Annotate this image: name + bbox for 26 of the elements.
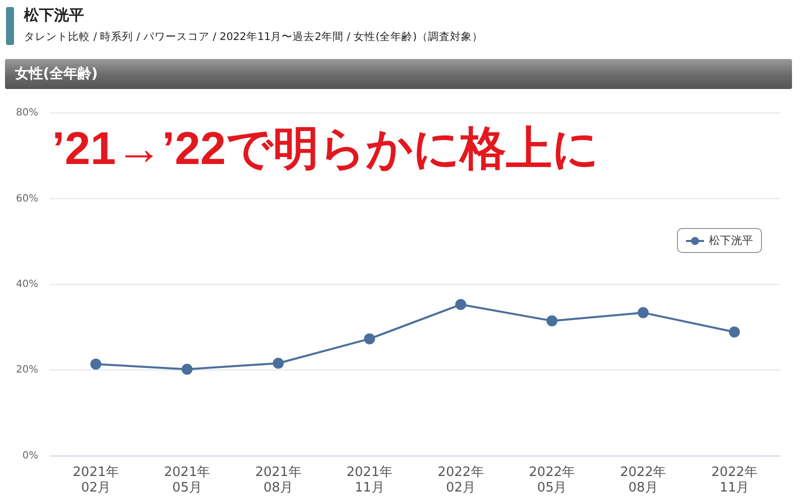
x-tick-label: 2021年 02月 [72, 464, 119, 496]
point [182, 364, 193, 375]
x-tick-label: 2022年 02月 [438, 464, 484, 496]
x-tick-label: 2021年 11月 [346, 464, 393, 496]
x-tick-label: 2022年 11月 [711, 464, 758, 496]
y-tick-label: 40% [16, 278, 38, 290]
y-tick-label: 20% [16, 364, 38, 376]
x-tick-label: 2021年 08月 [255, 464, 302, 496]
point [638, 307, 649, 318]
y-tick-label: 60% [16, 193, 38, 204]
point [546, 315, 558, 326]
legend-label: 松下洸平 [709, 233, 753, 248]
chart-title: 松下洸平 [24, 6, 84, 25]
point [455, 299, 466, 310]
x-tick-label: 2021年 05月 [164, 464, 210, 496]
point [90, 358, 102, 370]
point [728, 326, 740, 338]
x-tick-label: 2022年 05月 [528, 464, 575, 496]
x-tick-label: 2022年 08月 [620, 464, 666, 496]
y-tick-label: 80% [16, 108, 38, 119]
text: 女性(全年齢) [15, 65, 98, 83]
y-tick-label: 0% [22, 450, 38, 462]
point [364, 333, 376, 344]
point [272, 358, 284, 369]
chart-subtitle: タレント比較 / 時系列 / パワースコア / 2022年11月〜過去2年間 / 女性(全年齢)（調査対象） [24, 30, 483, 44]
annotation: ’21→’22で明らかに格上に [52, 121, 599, 176]
